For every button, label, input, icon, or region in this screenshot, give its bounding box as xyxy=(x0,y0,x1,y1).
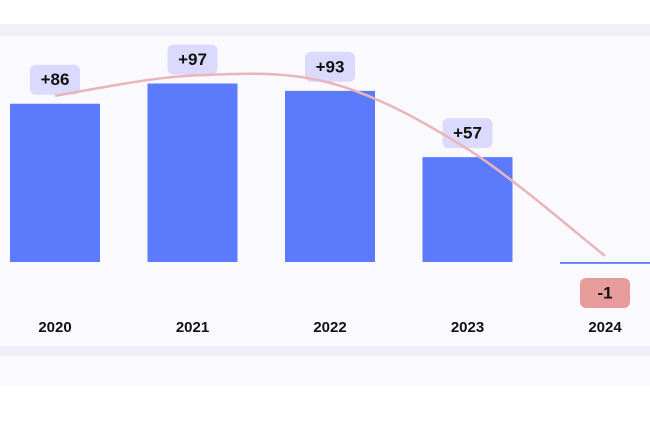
value-label: +93 xyxy=(305,51,355,82)
x-tick-label: 2023 xyxy=(451,319,484,336)
bar xyxy=(285,90,375,262)
bar xyxy=(560,262,650,264)
x-tick-label: 2022 xyxy=(313,319,346,336)
value-label-text: +93 xyxy=(316,57,345,76)
value-label: -1 xyxy=(580,278,630,308)
bar xyxy=(147,83,238,263)
footer-band xyxy=(0,356,650,386)
x-tick-label: 2024 xyxy=(588,319,622,336)
value-label-text: +86 xyxy=(41,70,70,89)
value-label: +86 xyxy=(30,64,80,95)
value-label-text: -1 xyxy=(597,283,612,302)
value-label-text: +97 xyxy=(178,50,207,69)
x-tick-label: 2021 xyxy=(176,319,209,336)
value-label-box xyxy=(580,278,630,308)
x-tick-label: 2020 xyxy=(38,319,71,336)
value-label: +97 xyxy=(167,44,218,75)
value-label-box xyxy=(305,51,355,82)
top-strip xyxy=(0,24,650,36)
bottom-strip xyxy=(0,346,650,356)
value-label-text: +57 xyxy=(453,124,482,143)
value-label: +57 xyxy=(442,118,493,149)
bar xyxy=(10,103,100,262)
bar xyxy=(422,157,513,262)
value-label-box xyxy=(30,64,80,95)
trend-line xyxy=(54,72,606,257)
value-label-box xyxy=(167,44,218,75)
